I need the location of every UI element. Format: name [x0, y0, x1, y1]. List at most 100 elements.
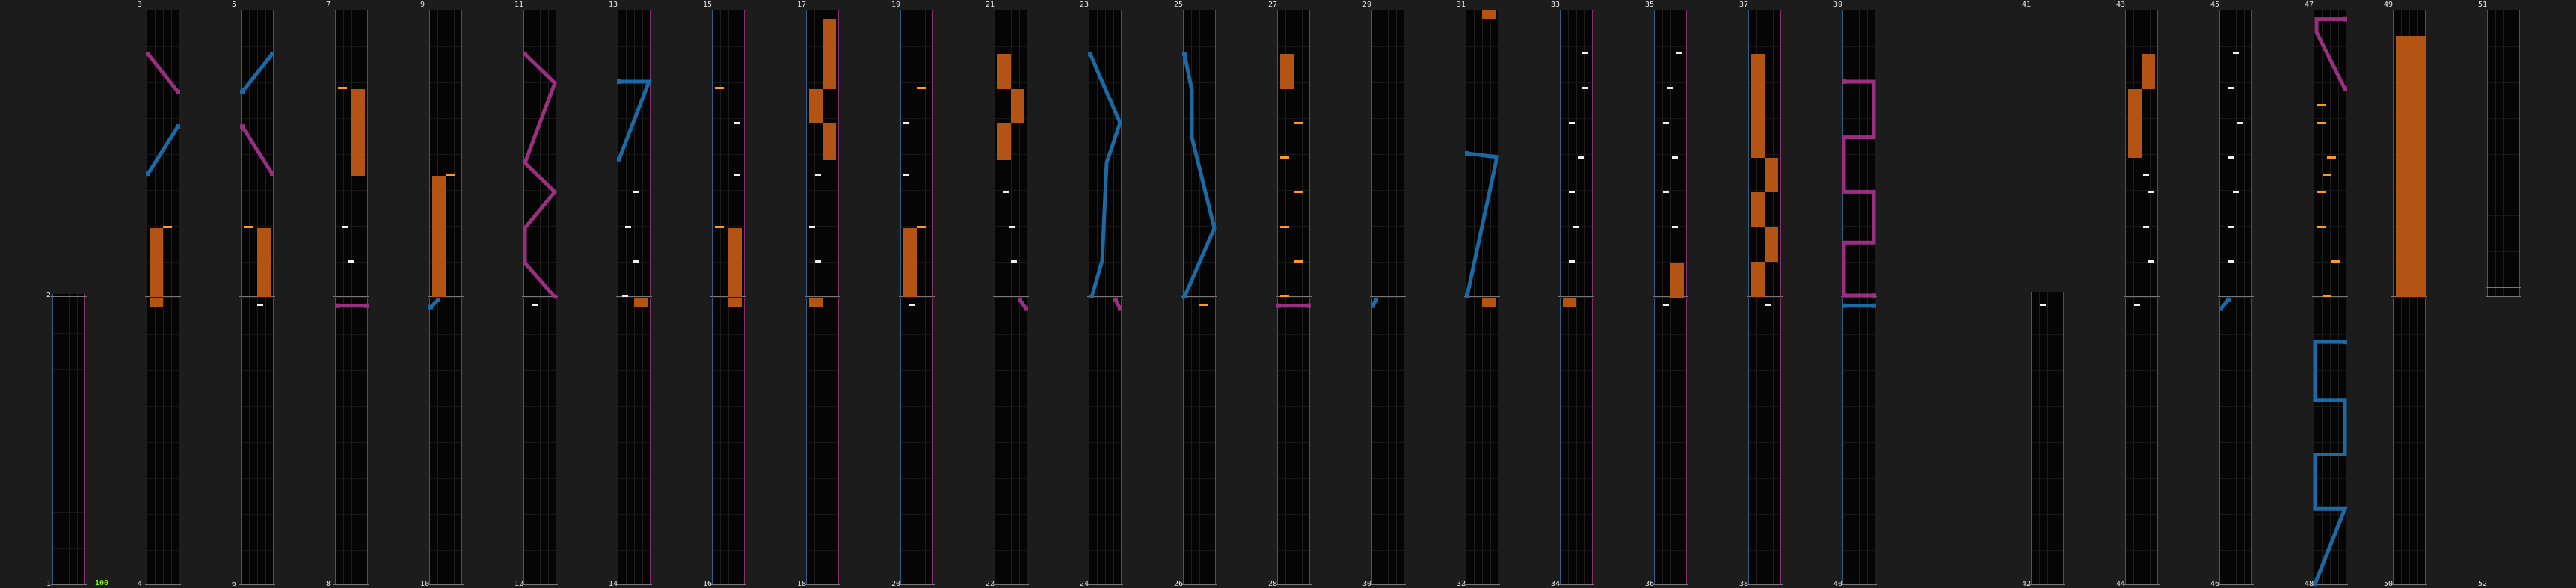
slide-endpoint — [1465, 293, 1469, 298]
tap-note-orange — [917, 225, 926, 228]
tap-note-white — [809, 225, 815, 228]
lane-number: 15 — [703, 1, 713, 9]
lane-number: 13 — [609, 1, 618, 9]
lane-number: 25 — [1174, 1, 1184, 9]
slide-endpoint — [1872, 293, 1876, 298]
slide-endpoint — [2343, 340, 2347, 345]
lane-8 — [333, 298, 369, 585]
tap-note-white — [2134, 303, 2140, 306]
lane-number: 22 — [986, 580, 995, 588]
tap-note-orange — [2323, 174, 2331, 177]
lane-15 — [710, 10, 746, 297]
lane-number: 7 — [326, 1, 331, 9]
lane-50 — [2391, 298, 2427, 585]
tap-note-white — [1667, 86, 1673, 89]
hold-note — [1563, 298, 1576, 307]
hold-note — [728, 227, 742, 297]
lane-24 — [1087, 297, 1123, 585]
lane-number: 4 — [138, 580, 143, 588]
tap-note-orange — [917, 86, 926, 89]
lane-number: 51 — [2478, 1, 2488, 9]
tap-note-white — [903, 174, 909, 177]
lane-30 — [1370, 297, 1406, 585]
tap-note-white — [1011, 260, 1017, 263]
tap-note-orange — [244, 225, 253, 228]
tap-note-white — [532, 303, 538, 306]
tap-note-white — [622, 295, 628, 298]
tap-note-orange — [1294, 191, 1303, 194]
slide-endpoint — [1182, 52, 1187, 57]
lane-number: 42 — [2022, 580, 2032, 588]
slide-path-layer — [1842, 79, 1876, 298]
lane-10 — [428, 297, 464, 585]
lane-21 — [993, 10, 1029, 297]
slide-endpoint — [1371, 303, 1375, 308]
tap-note-white — [257, 303, 263, 306]
slide-path-layer — [1088, 52, 1122, 299]
slide-endpoint — [617, 79, 621, 85]
slide-endpoint — [1276, 303, 1281, 308]
hold-note — [823, 19, 836, 89]
hold-note — [1751, 192, 1765, 227]
lane-number: 52 — [2478, 580, 2488, 588]
lane-37 — [1747, 10, 1783, 297]
tap-note-white — [342, 225, 348, 228]
hold-note — [1482, 10, 1496, 19]
tap-note-white — [734, 122, 740, 125]
hold-note — [150, 227, 163, 297]
tap-note-orange — [2317, 225, 2326, 228]
tap-note-orange — [1199, 303, 1208, 306]
lane-number: 32 — [1457, 580, 1466, 588]
lane-7 — [333, 10, 369, 297]
slide-path-blue — [1182, 53, 1217, 298]
slide-endpoint — [1088, 52, 1092, 57]
hold-note — [1011, 88, 1024, 124]
lane-23 — [1087, 10, 1123, 299]
tap-note-white — [1578, 156, 1584, 159]
tap-note-white — [1663, 122, 1669, 125]
slide-path-layer — [1371, 297, 1378, 308]
lane-5 — [239, 10, 275, 297]
lane-number: 31 — [1457, 1, 1466, 9]
slide-path-blue — [617, 79, 652, 160]
lane-18 — [805, 298, 840, 585]
slide-path-layer — [2314, 16, 2347, 91]
slide-endpoint — [1842, 303, 1846, 308]
tap-note-white — [633, 191, 639, 194]
lane-40 — [1841, 298, 1877, 585]
lane-number: 47 — [2305, 1, 2314, 9]
slide-endpoint — [176, 124, 180, 129]
slide-path-layer — [2219, 297, 2231, 311]
hold-note — [2142, 54, 2155, 89]
lane-number: 38 — [1739, 580, 1749, 588]
lane-number: 2 — [46, 291, 52, 299]
tap-note-white — [2228, 156, 2234, 159]
lane-25 — [1181, 10, 1217, 299]
tap-note-white — [625, 225, 631, 228]
hold-note — [1751, 54, 1765, 158]
slide-endpoint — [1024, 306, 1028, 311]
slide-path-pink — [240, 125, 274, 175]
lane-number: 8 — [326, 580, 331, 588]
hold-note — [1765, 157, 1778, 193]
hold-note — [150, 298, 163, 307]
tap-note-white — [734, 174, 740, 177]
tap-note-orange — [163, 225, 172, 228]
tap-note-white — [1582, 86, 1588, 89]
lane-22 — [993, 297, 1029, 585]
slide-endpoint — [2343, 16, 2347, 22]
tap-note-white — [2228, 260, 2234, 263]
tap-note-white — [1569, 260, 1575, 263]
hold-note — [634, 298, 648, 307]
lane-number: 30 — [1362, 580, 1372, 588]
tap-note-white — [2143, 174, 2149, 177]
lane-number: 28 — [1268, 580, 1278, 588]
lane-number: 39 — [1833, 1, 1843, 9]
tap-note-white — [633, 260, 639, 263]
tap-note-orange — [2317, 104, 2326, 107]
tap-note-white — [1672, 156, 1678, 159]
tap-note-orange — [715, 225, 724, 228]
lane-number: 43 — [2116, 1, 2126, 9]
tap-note-white — [1765, 303, 1771, 306]
tap-note-orange — [715, 86, 724, 89]
